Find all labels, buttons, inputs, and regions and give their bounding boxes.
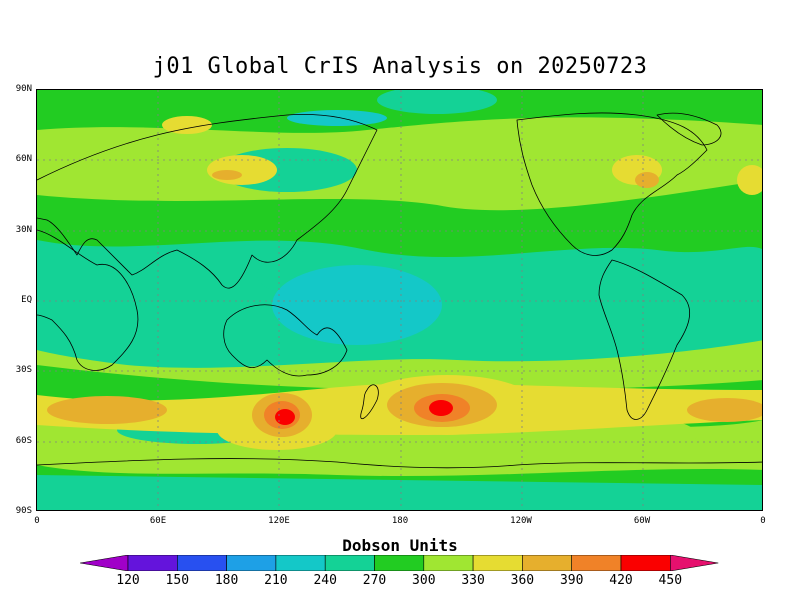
lon-label-0-right: 0 [760, 516, 766, 526]
colorbar-swatch [571, 555, 622, 571]
colorbar-swatch [374, 555, 425, 571]
lon-label-0: 0 [34, 516, 40, 526]
colorbar-level-label: 330 [461, 573, 485, 588]
colorbar-swatch [620, 555, 671, 571]
colorbar-swatch [275, 555, 326, 571]
colorbar-swatch [472, 555, 523, 571]
lat-label-60n: 60N [15, 154, 32, 164]
colorbar-swatch [423, 555, 474, 571]
colorbar-title: Dobson Units [342, 536, 458, 555]
lat-label-30s: 30S [15, 365, 32, 375]
colorbar-arrow-low [80, 555, 129, 571]
lat-label-60s: 60S [15, 436, 32, 446]
colorbar-arrow-high [669, 555, 719, 571]
lat-label-30n: 30N [15, 225, 32, 235]
ozone-map [36, 89, 763, 511]
colorbar-swatch [127, 555, 178, 571]
colorbar-level-label: 180 [214, 573, 239, 588]
colorbar-level-label: 390 [559, 573, 584, 588]
colorbar-swatch [226, 555, 277, 571]
lon-label-60e: 60E [149, 516, 167, 526]
colorbar-level-label: 210 [264, 573, 288, 588]
lon-label-120e: 120E [268, 516, 290, 526]
colorbar-swatch [522, 555, 572, 571]
colorbar-swatch [177, 555, 227, 571]
colorbar-level-label: 420 [609, 573, 633, 588]
colorbar [80, 555, 719, 571]
lon-label-60w: 60W [633, 516, 651, 526]
colorbar-level-label: 450 [658, 573, 683, 588]
colorbar-level-label: 360 [510, 573, 535, 588]
ozone-field [37, 90, 762, 510]
colorbar-swatch [324, 555, 375, 571]
lon-label-180: 180 [391, 516, 409, 526]
colorbar-level-label: 240 [313, 573, 337, 588]
colorbar-level-label: 120 [116, 573, 140, 588]
colorbar-level-label: 270 [362, 573, 387, 588]
lat-label-eq: EQ [21, 295, 32, 305]
lat-label-90n: 90N [15, 84, 32, 94]
colorbar-level-label: 300 [412, 573, 436, 588]
colorbar-level-label: 150 [165, 573, 190, 588]
map-title: j01 Global CrIS Analysis on 20250723 [152, 54, 648, 79]
lon-label-120w: 120W [510, 516, 532, 526]
lat-label-90s: 90S [15, 506, 32, 516]
